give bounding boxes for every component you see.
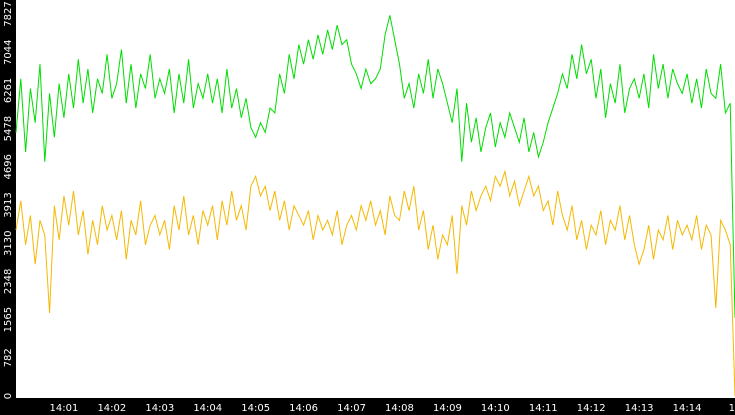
y-tick-label: 5478 xyxy=(3,116,14,141)
y-tick-label: 782 xyxy=(3,348,14,367)
y-tick-label: 3130 xyxy=(3,231,14,256)
y-tick-label: 4696 xyxy=(3,154,14,179)
x-tick-label: 14:09 xyxy=(433,403,462,414)
y-tick-label: 7827 xyxy=(3,1,14,26)
y-tick-label: 3913 xyxy=(3,192,14,217)
x-tick-label: 14:14 xyxy=(673,403,702,414)
x-tick-label: 14:03 xyxy=(145,403,174,414)
x-tick-label: 14:01 xyxy=(50,403,79,414)
x-tick-label: 14:11 xyxy=(529,403,558,414)
y-tick-label: 2348 xyxy=(3,269,14,294)
series-line xyxy=(15,169,735,397)
x-tick-label: 14:10 xyxy=(481,403,510,414)
x-tick-label: 14:05 xyxy=(241,403,270,414)
y-tick-label: 7044 xyxy=(3,39,14,64)
x-tick-label: 14:04 xyxy=(193,403,222,414)
y-tick-label: 6261 xyxy=(3,78,14,103)
series-line xyxy=(15,15,735,318)
x-axis-strip xyxy=(0,398,735,415)
x-tick-label: 14:12 xyxy=(577,403,606,414)
x-tick-label: 14:02 xyxy=(97,403,126,414)
x-tick-label: 14:06 xyxy=(289,403,318,414)
x-tick-label: 14:07 xyxy=(337,403,366,414)
x-tick-label: 14 xyxy=(729,403,735,414)
x-tick-label: 14:13 xyxy=(625,403,654,414)
x-tick-label: 14:08 xyxy=(385,403,414,414)
y-axis-strip xyxy=(0,0,16,415)
y-tick-label: 1565 xyxy=(3,307,14,332)
y-tick-label: 0 xyxy=(3,393,14,399)
